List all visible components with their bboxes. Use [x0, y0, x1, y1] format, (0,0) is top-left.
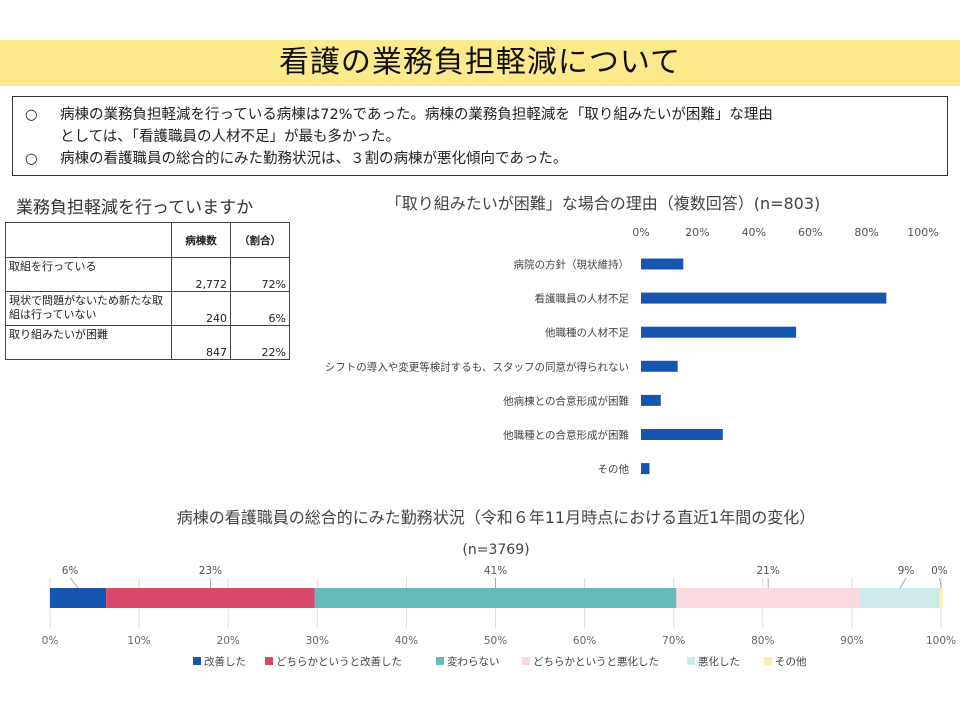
category-label: 他職種との合意形成が困難 [503, 429, 629, 442]
summary-line-2: としては、「看護職員の人材不足」が最も多かった。 [60, 129, 401, 145]
x-tick-label: 80% [751, 635, 774, 647]
summary-line-3: ○ 病棟の看護職員の総合的にみた勤務状況は、３割の病棟が悪化傾向であった。 [25, 148, 935, 170]
bar [641, 326, 797, 338]
bar [641, 258, 684, 270]
table-cell-label: 現状で問題がないため新たな取組は行っていない [5, 291, 172, 326]
category-label: 他病棟との合意形成が困難 [503, 394, 629, 407]
bullet-icon: ○ [25, 107, 38, 123]
x-tick-label: 70% [662, 635, 685, 647]
title-band [0, 40, 960, 86]
data-label: 9% [898, 565, 915, 577]
table-row: 取組を行っている 2,772 72% [5, 257, 290, 292]
x-tick-label: 80% [854, 226, 878, 239]
summary-box: ○ 病棟の業務負担軽減を行っている病棟は72%であった。病棟の業務負担軽減を「取り… [12, 96, 948, 176]
chart-title: 「取り組みたいが困難」な場合の理由（複数回答）(n=803) [386, 194, 821, 213]
table-cell-label: 取り組みたいが困難 [5, 325, 172, 360]
legend-label: 悪化した [698, 655, 740, 668]
legend-label: 改善した [204, 655, 246, 668]
x-tick-label: 60% [798, 226, 822, 239]
x-tick-label: 100% [926, 635, 956, 647]
legend-swatch [193, 657, 201, 665]
summary-line-1: ○ 病棟の業務負担軽減を行っている病棟は72%であった。病棟の業務負担軽減を「取り… [25, 104, 935, 126]
x-tick-label: 20% [685, 226, 709, 239]
x-tick-label: 10% [127, 635, 150, 647]
data-label: 23% [199, 565, 222, 577]
table-header-cell: 病棟数 [171, 222, 231, 258]
table-row: 現状で問題がないため新たな取組は行っていない 240 6% [5, 291, 290, 326]
x-tick-label: 40% [742, 226, 766, 239]
bar [641, 292, 887, 304]
bar [641, 463, 650, 475]
legend-label: どちらかというと改善した [276, 655, 402, 668]
stacked-segment [50, 588, 107, 608]
table-row: 取り組みたいが困難 847 22% [5, 325, 290, 360]
legend-swatch [436, 657, 444, 665]
x-tick-label: 50% [484, 635, 507, 647]
data-label: 41% [484, 565, 507, 577]
table-header-row: 病棟数 （割合） [5, 222, 290, 258]
table-header-cell: （割合） [230, 222, 290, 258]
category-label: シフトの導入や変更等検討するも、スタッフの同意が得られない [325, 360, 629, 373]
legend-swatch [764, 657, 772, 665]
bullet-icon: ○ [25, 151, 38, 167]
stacked-segment [676, 588, 860, 608]
legend-label: その他 [775, 655, 807, 668]
x-tick-label: 0% [42, 635, 59, 647]
table-header-cell [5, 222, 172, 258]
table-cell-count: 240 [171, 291, 231, 326]
data-label: 6% [62, 565, 79, 577]
bar [641, 394, 661, 406]
leader-line [939, 577, 942, 589]
data-label: 21% [756, 565, 779, 577]
stats-table: 病棟数 （割合） 取組を行っている 2,772 72% 現状で問題がないため新た… [5, 222, 290, 360]
chart-subtitle: (n=3769) [462, 542, 529, 558]
x-tick-label: 90% [840, 635, 863, 647]
bar [641, 429, 723, 440]
legend-swatch [687, 657, 695, 665]
x-tick-label: 30% [306, 635, 329, 647]
legend-label: どちらかというと悪化した [533, 655, 659, 668]
table-cell-ratio: 6% [230, 291, 290, 326]
table-cell-ratio: 22% [230, 325, 290, 360]
table-cell-ratio: 72% [230, 257, 290, 292]
data-label: 0% [931, 565, 948, 577]
stacked-segment [106, 588, 315, 608]
table-heading: 業務負担軽減を行っていますか [16, 198, 254, 218]
x-tick-label: 20% [217, 635, 240, 647]
x-tick-label: 60% [573, 635, 596, 647]
leader-line [899, 577, 907, 589]
leader-line [69, 577, 79, 589]
x-tick-label: 100% [907, 226, 938, 239]
category-label: 病院の方針（現状維持） [514, 258, 630, 271]
summary-text-1: 病棟の業務負担軽減を行っている病棟は72%であった。病棟の業務負担軽減を「取り組… [60, 107, 773, 123]
category-label: 看護職員の人材不足 [535, 292, 630, 305]
legend-label: 変わらない [447, 655, 500, 668]
x-tick-label: 40% [395, 635, 418, 647]
table-cell-count: 2,772 [171, 257, 231, 292]
category-label: 他職種の人材不足 [545, 326, 629, 339]
stacked-segment [859, 588, 941, 608]
table-cell-label: 取組を行っている [5, 257, 172, 292]
legend-swatch [265, 657, 273, 665]
summary-text-3: 病棟の看護職員の総合的にみた勤務状況は、３割の病棟が悪化傾向であった。 [60, 151, 568, 167]
chart-title: 病棟の看護職員の総合的にみた勤務状況（令和６年11月時点における直近1年間の変化… [177, 508, 816, 527]
stacked-segment [314, 588, 677, 608]
legend-swatch [522, 657, 530, 665]
x-tick-label: 0% [632, 226, 649, 239]
bar [641, 360, 678, 372]
page-title: 看護の業務負担軽減について [278, 45, 682, 80]
table-cell-count: 847 [171, 325, 231, 360]
category-label: その他 [598, 463, 630, 476]
stacked-segment [940, 588, 943, 608]
